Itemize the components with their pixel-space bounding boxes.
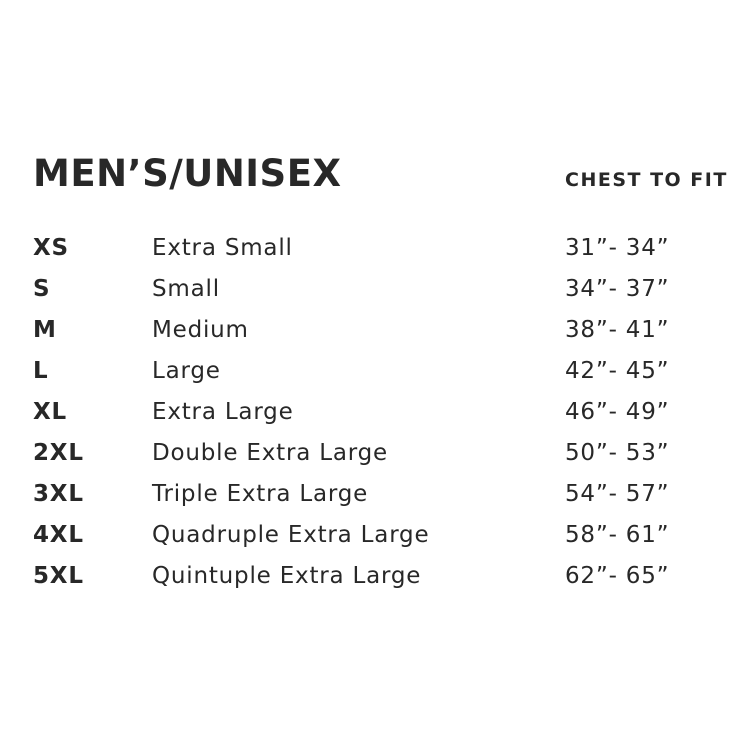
size-code: XL [33,398,67,425]
chest-range: 54”- 57” [565,481,670,508]
size-code: M [33,316,57,343]
chest-range: 42”- 45” [565,357,670,384]
size-row: 2XL Double Extra Large 50”- 53” [33,432,750,473]
chest-range: 34”- 37” [565,275,670,302]
size-name: Small [152,275,220,302]
size-name: Quintuple Extra Large [152,563,422,590]
size-row: M Medium 38”- 41” [33,309,750,350]
chest-range: 31”- 34” [565,234,670,261]
size-name: Quadruple Extra Large [152,522,430,549]
chest-range: 62”- 65” [565,563,670,590]
size-name: Extra Small [152,234,293,261]
size-row: S Small 34”- 37” [33,268,750,309]
size-row: 4XL Quadruple Extra Large 58”- 61” [33,515,750,556]
size-row: 3XL Triple Extra Large 54”- 57” [33,474,750,515]
size-name: Triple Extra Large [152,481,369,508]
size-code: 5XL [33,563,84,590]
size-code: 3XL [33,481,84,508]
size-name: Large [152,357,221,384]
page-title: MEN’S/UNISEX [33,152,342,195]
size-code: 2XL [33,440,84,467]
chest-to-fit-header: CHEST TO FIT [565,169,728,191]
size-row: XL Extra Large 46”- 49” [33,391,750,432]
size-table: XS Extra Small 31”- 34” S Small 34”- 37”… [33,227,750,597]
size-code: 4XL [33,522,84,549]
size-row: XS Extra Small 31”- 34” [33,227,750,268]
size-name: Extra Large [152,398,294,425]
size-name: Medium [152,316,249,343]
size-name: Double Extra Large [152,440,388,467]
size-code: XS [33,234,69,261]
chest-range: 38”- 41” [565,316,670,343]
size-row: L Large 42”- 45” [33,350,750,391]
chest-range: 58”- 61” [565,522,670,549]
chest-range: 50”- 53” [565,440,670,467]
chest-range: 46”- 49” [565,398,670,425]
size-code: L [33,357,49,384]
size-row: 5XL Quintuple Extra Large 62”- 65” [33,556,750,597]
size-code: S [33,275,51,302]
